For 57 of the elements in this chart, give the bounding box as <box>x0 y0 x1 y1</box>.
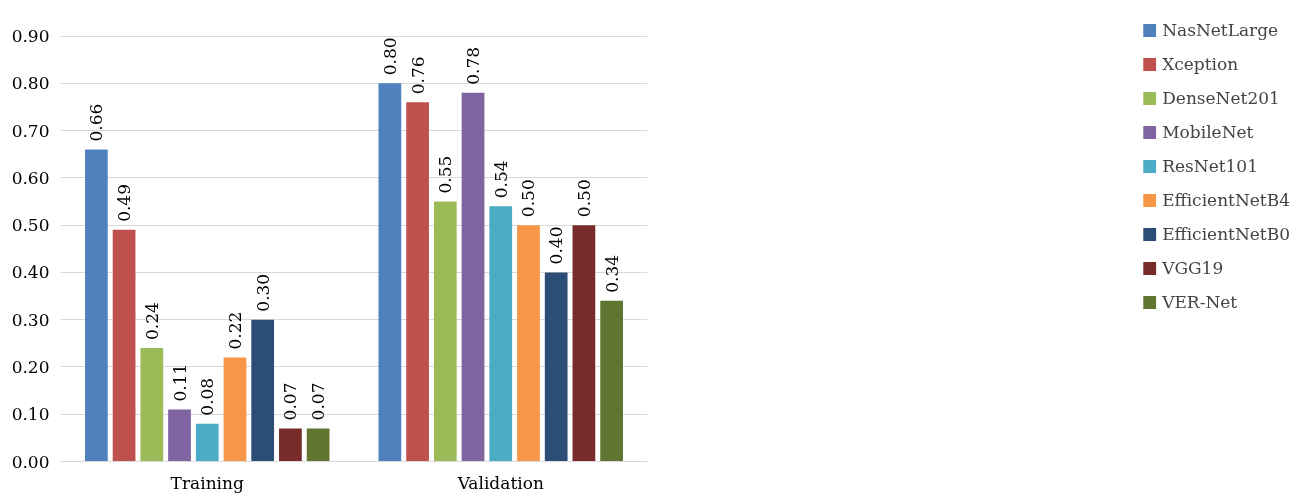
data-label: 0.08 <box>197 377 218 416</box>
y-tick-label: 0.70 <box>11 120 50 141</box>
legend-label: MobileNet <box>1162 122 1254 142</box>
y-tick-label: 0.40 <box>11 262 50 283</box>
y-tick-label: 0.80 <box>11 73 50 94</box>
data-label: 0.78 <box>463 46 484 85</box>
data-label: 0.55 <box>435 155 456 194</box>
legend-label: EfficientNetB4 <box>1162 190 1290 210</box>
bar <box>306 428 330 462</box>
bar <box>572 225 596 462</box>
data-label: 0.49 <box>114 183 135 222</box>
bar <box>378 83 402 462</box>
bar <box>489 206 513 462</box>
data-label: 0.80 <box>379 37 400 76</box>
bar <box>279 428 302 462</box>
data-label: 0.50 <box>518 179 539 218</box>
y-tick-label: 0.50 <box>11 215 50 236</box>
legend-label: VER-Net <box>1162 292 1238 312</box>
y-tick-label: 0.90 <box>11 26 50 47</box>
data-label: 0.24 <box>141 302 162 341</box>
x-tick-label: Validation <box>456 472 544 493</box>
legend-label: Xception <box>1162 54 1239 74</box>
y-tick-label: 0.60 <box>11 167 50 188</box>
y-tick-label: 0.10 <box>11 404 50 425</box>
bar <box>544 272 568 462</box>
bar <box>251 319 275 462</box>
x-tick-label: Training <box>170 472 244 493</box>
bar <box>168 409 191 462</box>
data-label: 0.66 <box>86 103 107 142</box>
data-label: 0.34 <box>601 254 622 293</box>
data-label: 0.07 <box>280 382 301 421</box>
legend-label: NasNetLarge <box>1162 20 1279 40</box>
data-label: 0.30 <box>252 273 273 312</box>
bar <box>600 300 623 462</box>
bar <box>85 149 108 462</box>
legend-label: DenseNet201 <box>1162 88 1280 108</box>
legend-label: VGG19 <box>1162 258 1224 278</box>
bar <box>433 201 457 462</box>
legend-label: ResNet101 <box>1162 156 1258 176</box>
y-tick-label: 0.00 <box>11 451 50 472</box>
bar <box>112 229 136 462</box>
bar <box>195 423 219 462</box>
data-label: 0.50 <box>573 179 594 218</box>
y-tick-label: 0.30 <box>11 309 50 330</box>
bar <box>406 102 429 462</box>
data-label: 0.11 <box>169 363 190 402</box>
bar <box>461 92 485 462</box>
y-tick-label: 0.20 <box>11 356 50 377</box>
bar <box>223 357 247 462</box>
data-label: 0.76 <box>407 56 428 95</box>
data-label: 0.54 <box>490 160 511 199</box>
bar <box>140 348 164 462</box>
data-label: 0.40 <box>546 226 567 265</box>
bar <box>517 225 540 462</box>
data-label: 0.22 <box>224 311 245 350</box>
data-label: 0.07 <box>308 382 329 421</box>
legend-label: EfficientNetB0 <box>1162 224 1290 244</box>
